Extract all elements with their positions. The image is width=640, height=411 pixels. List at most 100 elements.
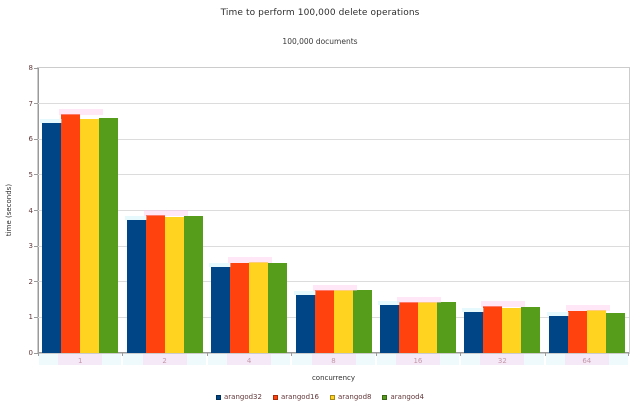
gridline-y-6: [38, 138, 629, 140]
y-tick-mark-5: [34, 174, 38, 176]
bar-arangod16-concurrency-16: [398, 301, 418, 353]
compression-artifact: [311, 354, 356, 365]
bar-arangod8-concurrency-1: [80, 119, 100, 353]
legend: arangod32 arangod16 arangod8 arangod4: [0, 393, 640, 401]
y-tick-label-4: 4: [28, 206, 33, 215]
compression-artifact: [123, 354, 206, 365]
compression-artifact: [207, 354, 291, 365]
bar-arangod8-concurrency-16: [417, 302, 437, 353]
x-axis-title: concurrency: [311, 374, 356, 382]
compression-artifact: [227, 354, 272, 365]
compression-artifact: [481, 300, 526, 307]
legend-label: arangod4: [390, 393, 425, 401]
x-tick-mark: [460, 353, 462, 356]
bar-arangod8-concurrency-4: [249, 261, 269, 353]
legend-label: arangod8: [337, 393, 372, 401]
chart-title: Time to perform 100,000 delete operation…: [220, 8, 420, 18]
compression-artifact: [461, 354, 544, 365]
legend-label: arangod32: [223, 393, 262, 401]
y-tick-mark-4: [34, 210, 38, 211]
compression-artifact: [377, 300, 400, 305]
bar-arangod32-concurrency-16: [379, 304, 399, 353]
bar-arangod16-concurrency-32: [483, 305, 503, 353]
y-tick-mark-3: [34, 245, 38, 247]
x-tick-label-1: 1: [77, 357, 83, 365]
bar-arangod4-concurrency-64: [605, 312, 625, 353]
compression-artifact: [142, 354, 187, 365]
compression-artifact: [545, 354, 628, 365]
y-tick-mark-8: [34, 67, 38, 69]
bar-arangod16-concurrency-8: [314, 290, 334, 353]
x-tick-label-8: 8: [331, 357, 336, 365]
x-tick-mark: [122, 353, 124, 356]
y-tick-label-8: 8: [28, 64, 33, 72]
compression-artifact: [293, 290, 316, 295]
y-tick-label-7: 7: [28, 99, 33, 108]
compression-artifact: [143, 210, 188, 217]
y-axis-title: time (seconds): [5, 183, 13, 237]
y-tick-mark-0: [34, 352, 38, 354]
bar-arangod32-concurrency-64: [548, 316, 568, 353]
compression-artifact: [58, 354, 103, 365]
compression-artifact: [546, 312, 569, 317]
bar-arangod4-concurrency-32: [521, 307, 541, 353]
compression-artifact: [376, 354, 460, 365]
bar-arangod8-concurrency-8: [333, 290, 353, 353]
y-tick-label-6: 6: [28, 135, 33, 144]
x-tick-mark: [291, 353, 293, 356]
gridline-y-5: [38, 174, 629, 176]
y-tick-label-1: 1: [28, 313, 33, 322]
chart-subtitle: 100,000 documents: [282, 37, 358, 46]
gridline-y-3: [38, 245, 629, 247]
compression-artifact: [565, 304, 610, 311]
y-tick-mark-7: [34, 103, 38, 105]
x-tick-label-32: 32: [497, 357, 507, 365]
legend-item-arangod8: arangod8: [329, 393, 372, 401]
x-tick-mark: [375, 353, 377, 356]
gridline-y-7: [38, 103, 629, 105]
bar-arangod32-concurrency-2: [126, 220, 146, 353]
plot-area: 0 1 2 3 4 5 6 7 8 1 2 4 8 16 32 64: [29, 64, 630, 365]
bar-arangod32-concurrency-32: [464, 312, 484, 353]
compression-artifact: [564, 354, 609, 365]
bar-arangod32-concurrency-4: [211, 266, 231, 353]
compression-artifact: [292, 354, 375, 365]
bar-arangod32-concurrency-8: [295, 294, 315, 353]
legend-item-arangod4: arangod4: [382, 393, 424, 401]
bar-arangod16-concurrency-2: [145, 215, 165, 353]
bar-arangod4-concurrency-4: [268, 262, 288, 353]
y-tick-label-0: 0: [28, 349, 33, 357]
compression-artifact: [124, 216, 147, 221]
gridline-y-4: [38, 210, 629, 211]
compression-artifact: [39, 354, 122, 365]
x-tick-mark: [206, 353, 208, 356]
bar-arangod16-concurrency-4: [230, 262, 250, 353]
compression-artifact: [40, 119, 63, 124]
legend-swatch-arangod8: [329, 394, 335, 400]
legend-item-arangod16: arangod16: [272, 393, 319, 401]
legend-swatch-arangod4: [382, 394, 388, 400]
compression-artifact: [396, 296, 441, 303]
compression-artifact: [462, 308, 485, 313]
y-tick-label-2: 2: [28, 277, 33, 286]
legend-swatch-arangod16: [272, 394, 278, 400]
bar-arangod4-concurrency-8: [352, 289, 372, 353]
bar-arangod4-concurrency-1: [99, 117, 119, 353]
x-tick-label-4: 4: [246, 357, 252, 365]
compression-artifact: [480, 354, 525, 365]
legend-item-arangod32: arangod32: [215, 393, 262, 401]
compression-artifact: [312, 285, 357, 292]
x-tick-mark: [544, 353, 546, 356]
y-tick-label-3: 3: [28, 242, 33, 251]
x-tick-label-2: 2: [162, 357, 167, 365]
compression-artifact: [228, 256, 273, 263]
compression-artifact: [395, 354, 440, 365]
bar-arangod32-concurrency-1: [42, 123, 62, 353]
bar-arangod16-concurrency-64: [567, 310, 587, 353]
y-tick-mark-6: [34, 138, 38, 140]
y-tick-mark-2: [34, 281, 38, 283]
compression-artifact: [59, 109, 104, 116]
legend-swatch-arangod32: [215, 394, 221, 400]
gridline-y-2: [38, 281, 629, 283]
bar-arangod8-concurrency-64: [586, 309, 606, 353]
